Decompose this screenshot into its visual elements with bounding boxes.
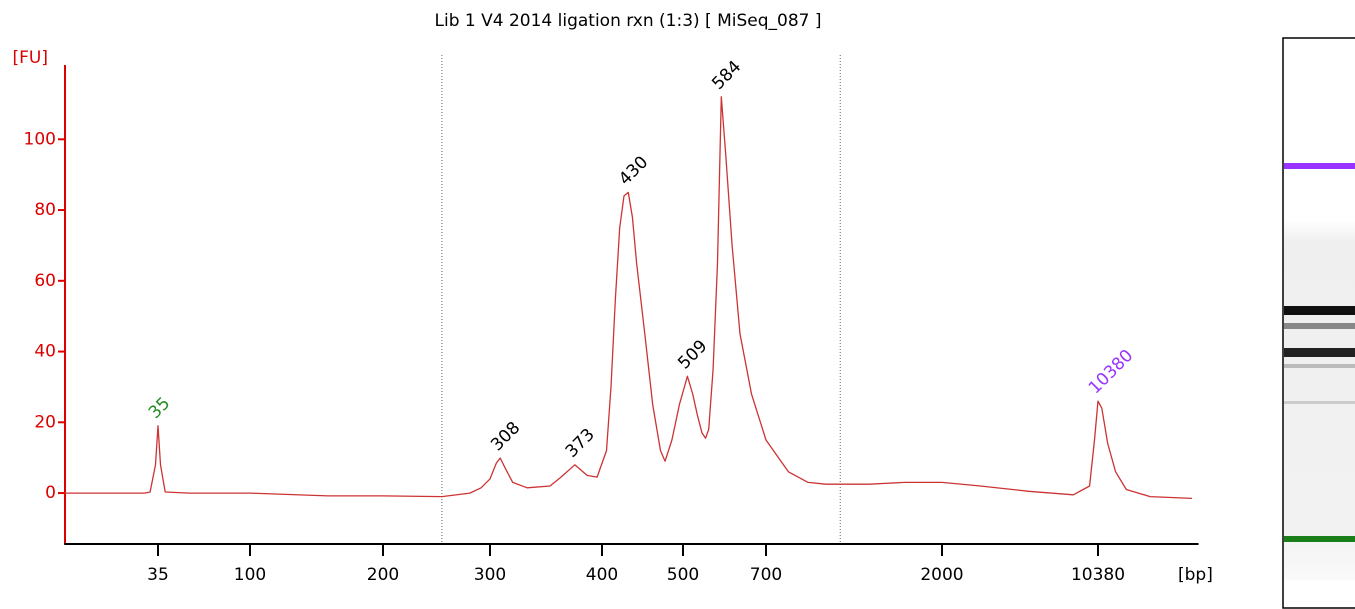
trace <box>64 96 1193 500</box>
peak-label: 10380 <box>1085 346 1137 398</box>
y-tick-label: 0 <box>45 483 56 503</box>
y-tick-label: 20 <box>34 412 56 432</box>
y-tick-label: 80 <box>34 200 56 220</box>
y-axis-label: [FU] <box>13 48 49 68</box>
x-tick-label: 700 <box>750 565 782 585</box>
x-tick-label: 300 <box>474 565 506 585</box>
x-tick-label: 500 <box>667 565 699 585</box>
y-tick-label: 40 <box>34 342 56 362</box>
peak-label: 35 <box>145 393 174 422</box>
peak-label: 308 <box>487 418 524 455</box>
chart-title: Lib 1 V4 2014 ligation rxn (1:3) [ MiSeq… <box>435 11 822 31</box>
peak-label: 430 <box>615 152 652 189</box>
x-tick-label: 100 <box>234 565 266 585</box>
peak-label: 373 <box>562 425 599 462</box>
peak-label: 584 <box>708 57 745 94</box>
x-tick-label: 400 <box>586 565 618 585</box>
x-tick-label: 200 <box>367 565 399 585</box>
peak-label: 509 <box>674 336 711 373</box>
x-axis-label: [bp] <box>1178 565 1213 585</box>
x-tick-label: 2000 <box>920 565 963 585</box>
x-tick-label: 10380 <box>1071 565 1125 585</box>
gel-lane <box>1282 37 1355 609</box>
y-tick-label: 100 <box>24 129 56 149</box>
x-tick-label: 35 <box>147 565 169 585</box>
y-tick-label: 60 <box>34 271 56 291</box>
